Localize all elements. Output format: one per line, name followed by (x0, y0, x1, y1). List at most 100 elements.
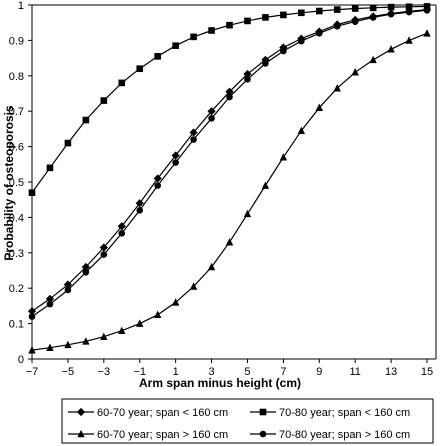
data-point-circle (190, 136, 197, 143)
data-point-triangle (28, 346, 36, 354)
data-point-square (423, 3, 431, 10)
data-point-triangle (387, 45, 395, 53)
data-point-square (154, 53, 161, 60)
data-point-triangle (136, 319, 144, 327)
x-axis-ticks: −7 −5 −3 −1 1 3 5 7 9 11 13 15 (26, 359, 433, 378)
data-point-circle (28, 313, 36, 320)
legend-label: 70-80 year; span < 160 cm (279, 407, 410, 419)
x-tick-label: 5 (244, 366, 250, 378)
y-tick-label: 0.3 (9, 248, 24, 260)
legend-item-3: 60-70 year; span > 160 cm (68, 429, 228, 441)
data-point-circle (280, 47, 287, 55)
data-point-diamond (99, 243, 108, 252)
data-point-circle (118, 230, 126, 237)
data-point-circle (369, 14, 377, 21)
series-group (27, 3, 432, 354)
x-tick-label: 3 (208, 366, 214, 378)
data-point-square (172, 42, 179, 50)
data-point-square (387, 3, 395, 11)
data-point-diamond (243, 69, 252, 79)
data-point-square (405, 3, 413, 11)
x-tick-label: −7 (26, 366, 39, 378)
data-point-circle (208, 114, 215, 122)
data-point-square (369, 4, 377, 12)
data-point-triangle (46, 343, 54, 351)
y-tick-label: 0 (18, 354, 24, 366)
data-point-square (190, 33, 197, 41)
legend-item-4: 70-80 year; span > 160 cm (250, 429, 410, 441)
data-point-diamond (261, 55, 270, 64)
data-point-triangle (207, 262, 216, 271)
data-point-square (226, 21, 233, 29)
data-point-circle (226, 93, 233, 101)
legend-label: 70-80 year; span > 160 cm (279, 429, 410, 441)
y-tick-label: 0.5 (9, 177, 24, 189)
y-axis-ticks: 0 0.1 0.2 0.3 0.4 0.5 0.6 0.7 0.8 0.9 1 (9, 0, 32, 366)
data-point-triangle (243, 209, 252, 218)
y-tick-label: 1 (18, 0, 24, 12)
data-point-circle (46, 300, 54, 308)
data-point-triangle (423, 29, 431, 37)
x-tick-label: −5 (62, 366, 75, 378)
data-point-triangle (351, 68, 359, 76)
x-tick-label: 15 (421, 366, 433, 378)
data-point-diamond (117, 222, 126, 231)
legend-marker-circle (259, 430, 267, 438)
legend-item-1: 60-70 year; span < 160 cm (68, 407, 228, 419)
data-point-diamond (135, 199, 144, 208)
data-point-triangle (297, 126, 306, 134)
series-3 (28, 29, 431, 354)
data-point-square (244, 17, 251, 25)
data-point-circle (387, 10, 395, 18)
data-point-diamond (81, 262, 90, 272)
data-point-triangle (189, 282, 198, 290)
data-point-square (298, 9, 305, 17)
y-tick-label: 0.4 (9, 212, 24, 224)
series-4 (28, 7, 431, 320)
series-line (31, 9, 428, 312)
data-point-square (351, 5, 359, 12)
data-point-triangle (369, 55, 377, 64)
legend-item-2: 70-80 year; span < 160 cm (250, 407, 410, 419)
data-point-triangle (333, 84, 341, 92)
data-point-square (262, 14, 269, 21)
legend: 60-70 year; span < 160 cm 70-80 year; spa… (61, 398, 434, 444)
data-point-square (100, 97, 108, 104)
y-tick-label: 0.2 (9, 283, 24, 295)
series-line (31, 32, 428, 351)
y-tick-label: 0.9 (9, 35, 24, 47)
data-point-diamond (153, 174, 162, 183)
data-point-square (208, 27, 215, 34)
data-point-diamond (225, 87, 234, 96)
data-point-circle (315, 30, 323, 37)
data-point-square (280, 11, 287, 19)
data-point-square (315, 7, 323, 15)
legend-marker-triangle (77, 429, 85, 438)
legend-marker-diamond (76, 407, 86, 417)
data-point-triangle (171, 298, 180, 306)
data-point-circle (333, 22, 341, 30)
y-tick-label: 0.8 (9, 71, 24, 83)
data-point-circle (136, 207, 144, 214)
data-point-triangle (405, 36, 413, 44)
data-point-diamond (45, 294, 55, 303)
data-point-circle (64, 286, 72, 294)
data-point-circle (172, 159, 179, 166)
series-line (31, 9, 428, 317)
data-point-triangle (64, 340, 72, 349)
x-tick-label: −1 (133, 366, 146, 378)
data-point-circle (154, 182, 161, 189)
data-point-circle (351, 18, 359, 25)
x-tick-label: −3 (98, 366, 111, 378)
data-point-triangle (82, 337, 90, 345)
data-point-square (28, 189, 36, 196)
data-point-diamond (279, 43, 288, 52)
data-point-circle (298, 37, 305, 45)
data-point-diamond (27, 307, 37, 316)
data-point-triangle (225, 238, 234, 246)
data-point-square (82, 116, 90, 124)
x-tick-label: 9 (316, 366, 322, 378)
data-point-triangle (261, 181, 270, 189)
data-point-diamond (63, 280, 73, 289)
